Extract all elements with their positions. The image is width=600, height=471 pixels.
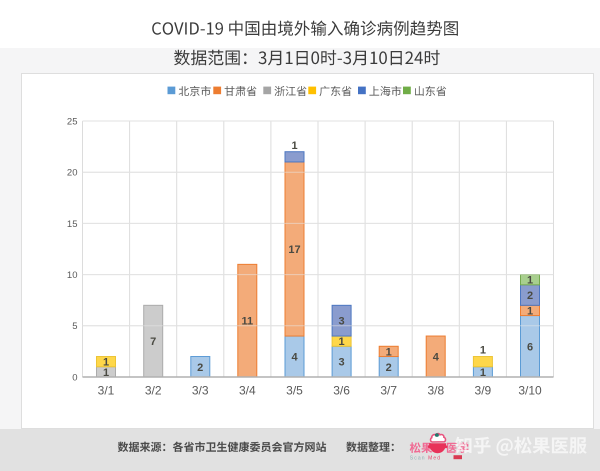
svg-text:3/2: 3/2 bbox=[145, 383, 162, 397]
svg-text:3/4: 3/4 bbox=[239, 383, 256, 397]
svg-text:3/10: 3/10 bbox=[518, 383, 542, 397]
svg-text:4: 4 bbox=[433, 352, 440, 364]
svg-text:3: 3 bbox=[339, 357, 345, 369]
svg-text:3/3: 3/3 bbox=[192, 383, 209, 397]
svg-text:17: 17 bbox=[288, 244, 300, 256]
svg-text:1: 1 bbox=[386, 346, 392, 358]
svg-text:25: 25 bbox=[67, 116, 78, 127]
svg-text:4: 4 bbox=[291, 352, 298, 364]
svg-text:3: 3 bbox=[339, 316, 345, 328]
svg-text:7: 7 bbox=[150, 336, 156, 348]
svg-text:10: 10 bbox=[67, 270, 78, 281]
svg-text:1: 1 bbox=[480, 367, 486, 379]
svg-text:1: 1 bbox=[291, 140, 297, 152]
svg-text:2: 2 bbox=[197, 362, 203, 374]
svg-text:Scan Med: Scan Med bbox=[410, 455, 441, 461]
svg-text:3/5: 3/5 bbox=[286, 383, 303, 397]
svg-text:2: 2 bbox=[386, 362, 392, 374]
svg-text:2: 2 bbox=[527, 290, 533, 302]
svg-text:3/7: 3/7 bbox=[380, 383, 397, 397]
svg-text:3/8: 3/8 bbox=[427, 383, 444, 397]
svg-text:5: 5 bbox=[72, 321, 77, 332]
svg-text:1: 1 bbox=[527, 275, 533, 287]
svg-text:20: 20 bbox=[67, 168, 78, 179]
svg-text:3/1: 3/1 bbox=[98, 383, 115, 397]
svg-text:1: 1 bbox=[339, 336, 345, 348]
svg-text:1: 1 bbox=[480, 345, 486, 357]
svg-text:15: 15 bbox=[67, 219, 78, 230]
svg-text:1: 1 bbox=[103, 357, 109, 369]
svg-text:6: 6 bbox=[527, 341, 533, 353]
svg-text:0: 0 bbox=[72, 372, 77, 383]
svg-text:3/6: 3/6 bbox=[333, 383, 350, 397]
svg-text:3/9: 3/9 bbox=[475, 383, 492, 397]
svg-text:1: 1 bbox=[527, 305, 533, 317]
svg-text:11: 11 bbox=[241, 316, 253, 328]
svg-text:1: 1 bbox=[103, 367, 109, 379]
